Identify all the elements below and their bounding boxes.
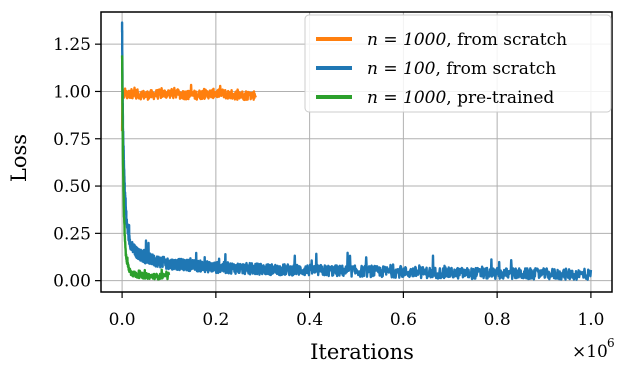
x-axis-label: Iterations	[310, 340, 414, 364]
x-tick-label: 0.8	[484, 310, 511, 330]
x-tick-label: 1.0	[577, 310, 604, 330]
x-axis-multiplier: ×10 6	[572, 336, 615, 362]
y-tick-label: 1.25	[53, 35, 91, 55]
series-line-2	[120, 21, 593, 281]
y-tick-label: 0.75	[53, 130, 91, 150]
axis-ticks: 0.0 0.2 0.4 0.6 0.8 1.0 0.00 0.25 0.50 0.75 1.00 1.…	[53, 35, 604, 330]
legend: n = 1000, from scratch n = 100, from scr…	[304, 14, 612, 113]
legend-label-2: n = 100, from scratch	[367, 59, 556, 79]
svg-text:×10: ×10	[572, 342, 608, 362]
y-tick-label: 0.50	[53, 177, 91, 197]
y-axis-label: Loss	[7, 134, 31, 182]
series-lines	[120, 21, 593, 281]
legend-label-3: n = 1000, pre-trained	[367, 88, 554, 108]
series-line-3	[120, 55, 171, 281]
legend-box	[304, 14, 612, 113]
y-tick-label: 0.25	[53, 224, 91, 244]
legend-label-1: n = 1000, from scratch	[367, 30, 567, 50]
series-line-1	[120, 83, 257, 132]
x-tick-label: 0.0	[109, 310, 136, 330]
plot-frame	[100, 11, 613, 293]
x-tick-label: 0.6	[390, 310, 417, 330]
y-tick-label: 0.00	[53, 272, 91, 292]
x-tick-label: 0.4	[296, 310, 323, 330]
svg-text:6: 6	[607, 336, 615, 350]
x-tick-label: 0.2	[202, 310, 229, 330]
y-tick-label: 1.00	[53, 82, 91, 102]
